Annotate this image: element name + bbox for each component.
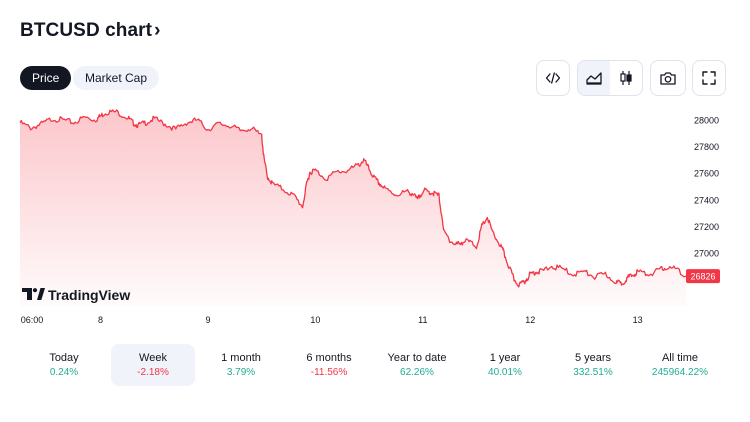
- period-year-to-date[interactable]: Year to date 62.26%: [375, 344, 459, 386]
- price-area-fill: [20, 109, 686, 307]
- period-label: 6 months: [306, 352, 352, 364]
- x-tick-label: 12: [525, 315, 535, 325]
- period-change: -11.56%: [310, 367, 348, 378]
- area-chart-icon: [586, 72, 602, 85]
- y-tick-label: 27600: [694, 169, 719, 179]
- tab-market-cap[interactable]: Market Cap: [73, 66, 160, 90]
- performance-periods: Today 0.24% Week -2.18% 1 month 3.79% 6 …: [20, 344, 720, 386]
- x-tick-label: 8: [98, 315, 103, 325]
- area-chart-button[interactable]: [578, 61, 610, 95]
- period-label: All time: [661, 352, 699, 364]
- last-price-badge: [686, 269, 720, 284]
- period-label: 1 month: [221, 352, 261, 364]
- period-label: Today: [49, 352, 79, 364]
- chart-type-toggle: [577, 60, 643, 96]
- period-label: 1 year: [489, 352, 521, 364]
- tab-price[interactable]: Price: [20, 66, 72, 90]
- fullscreen-button[interactable]: [692, 60, 726, 96]
- camera-icon: [660, 72, 676, 85]
- price-chart[interactable]: 28000 27800 27600 27400 27200 27000 26826 06:0…: [0, 100, 750, 330]
- period-change: 0.24%: [49, 367, 79, 378]
- candlestick-icon: [620, 71, 632, 85]
- period-change: 62.26%: [400, 367, 434, 378]
- period-change: 40.01%: [488, 367, 522, 378]
- tradingview-watermark: TradingView: [22, 287, 130, 303]
- period-6-months[interactable]: 6 months -11.56%: [287, 344, 371, 386]
- y-tick-label: 27000: [694, 249, 719, 259]
- period-label: 5 years: [574, 352, 612, 364]
- x-tick-label: 13: [633, 315, 643, 325]
- page-title[interactable]: BTCUSD chart ›: [20, 20, 161, 42]
- period-1-year[interactable]: 1 year 40.01%: [463, 344, 547, 386]
- period-1-month[interactable]: 1 month 3.79%: [199, 344, 283, 386]
- last-price-label: 26826: [690, 271, 715, 281]
- chevron-right-icon: ›: [154, 20, 161, 41]
- tradingview-logo: [22, 288, 45, 300]
- tradingview-wordmark: TradingView: [48, 287, 130, 303]
- period-change: 332.51%: [573, 367, 613, 378]
- period-label: Week: [139, 352, 167, 364]
- period-label: Year to date: [387, 352, 447, 364]
- x-tick-label: 10: [310, 315, 320, 325]
- chart-title: BTCUSD chart: [20, 20, 153, 41]
- period-change: 245964.22%: [651, 367, 709, 378]
- period-all-time[interactable]: All time 245964.22%: [638, 344, 722, 386]
- period-change: 3.79%: [226, 367, 256, 378]
- period-5-years[interactable]: 5 years 332.51%: [551, 344, 635, 386]
- fullscreen-icon: [702, 71, 716, 85]
- candlestick-button[interactable]: [610, 61, 642, 95]
- y-tick-label: 27800: [694, 142, 719, 152]
- y-tick-label: 27400: [694, 195, 719, 205]
- embed-button[interactable]: [536, 60, 570, 96]
- x-tick-label: 9: [205, 315, 210, 325]
- price-line: [19, 109, 687, 288]
- period-today[interactable]: Today 0.24%: [22, 344, 106, 386]
- y-tick-label: 27200: [694, 222, 719, 232]
- x-tick-label: 06:00: [21, 315, 44, 325]
- snapshot-button[interactable]: [650, 60, 686, 96]
- y-tick-label: 28000: [694, 116, 719, 126]
- x-tick-label: 11: [418, 315, 427, 325]
- code-icon: [545, 72, 561, 84]
- period-week[interactable]: Week -2.18%: [111, 344, 195, 386]
- period-change: -2.18%: [137, 367, 169, 378]
